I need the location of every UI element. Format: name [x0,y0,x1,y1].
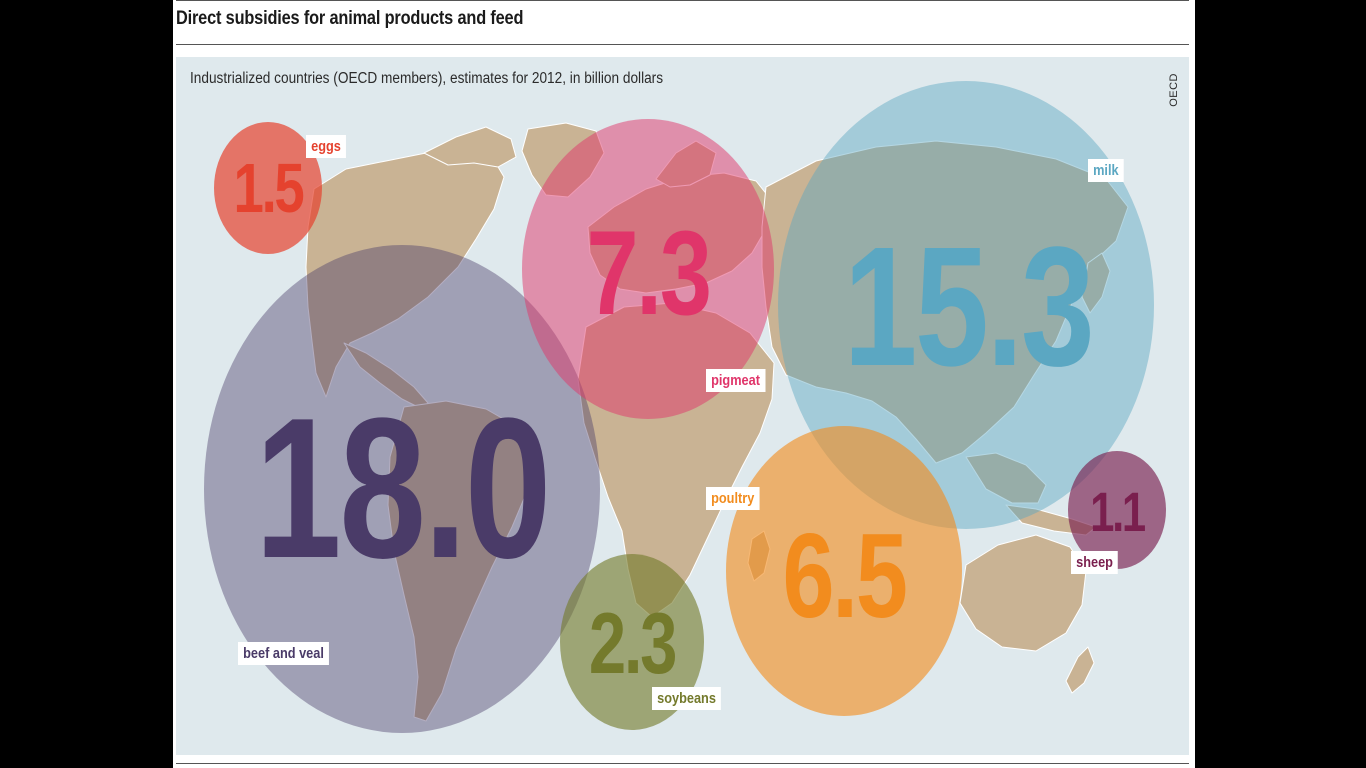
category-label-milk: milk [1088,159,1124,182]
category-label-eggs: eggs [306,135,346,158]
bubble-sheep [1068,451,1166,569]
bubble-soybeans [560,554,704,730]
category-label-poultry: poultry [706,487,760,510]
bubble-pigmeat [522,119,774,419]
title-rule [176,44,1189,45]
category-label-soybeans: soybeans [652,687,722,710]
value-label-sheep: 1.1 [1090,481,1145,543]
bubble-milk [778,81,1154,529]
land-southeast-asia [965,452,1047,504]
land-south-america [387,400,537,722]
category-label-sheep: sheep [1071,551,1119,574]
land-australia [959,534,1087,652]
land-japan [1081,252,1111,314]
bubble-poultry [726,426,962,716]
bubble-beef-and-veal [204,245,600,733]
value-label-eggs: 1.5 [234,150,304,228]
land-asia [761,140,1129,464]
value-label-beef-and-veal: 18.0 [255,377,549,600]
page-title: Direct subsidies for animal products and… [176,8,524,29]
bottom-rule [176,763,1189,764]
source-label: OECD [1168,73,1180,107]
value-label-soybeans: 2.3 [589,596,676,692]
category-label-beef-and-veal: beef and veal [238,642,329,665]
land-new-zealand [1065,646,1095,694]
top-rule [176,0,1189,1]
chart-subtitle: Industrialized countries (OECD members),… [190,70,664,87]
map-panel: 18.0 15.3 7.3 6.5 2.3 1.5 1.1 Industrialized c… [176,57,1189,755]
category-label-pigmeat: pigmeat [706,369,766,392]
land-canada-east [423,126,517,168]
value-label-poultry: 6.5 [782,509,905,643]
value-label-pigmeat: 7.3 [586,206,709,340]
bubble-chart: 18.0 15.3 7.3 6.5 2.3 1.5 1.1 [204,81,1166,733]
bubble-eggs [214,122,322,254]
infographic-page: Direct subsidies for animal products and… [173,0,1195,768]
value-label-milk: 15.3 [844,212,1093,402]
